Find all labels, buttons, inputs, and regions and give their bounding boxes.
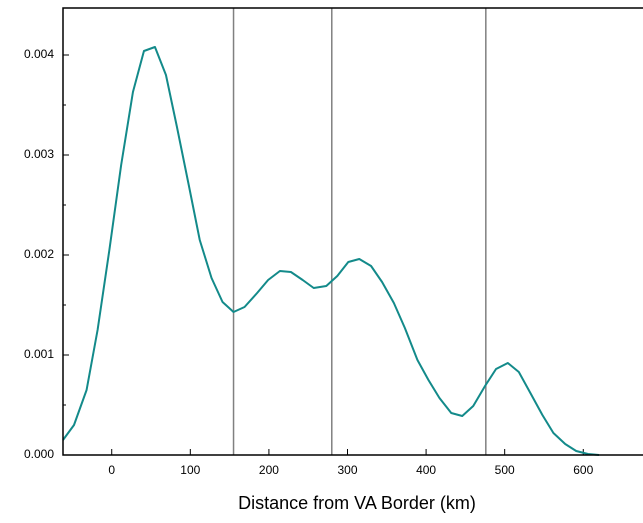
y-tick-label: 0.000 — [24, 447, 54, 461]
y-tick-label: 0.004 — [24, 47, 54, 61]
x-tick-label: 200 — [259, 463, 279, 477]
x-tick-label: 600 — [573, 463, 593, 477]
data-line — [62, 46, 600, 456]
x-tick-label: 100 — [180, 463, 200, 477]
y-tick-label: 0.003 — [24, 147, 54, 161]
y-tick-label: 0.001 — [24, 347, 54, 361]
x-tick-label: 0 — [108, 463, 115, 477]
x-tick-label: 400 — [416, 463, 436, 477]
axis-frame — [62, 7, 643, 456]
x-tick-label: 300 — [337, 463, 357, 477]
x-axis-title: Distance from VA Border (km) — [238, 493, 476, 513]
x-tick-label: 500 — [495, 463, 515, 477]
y-tick-label: 0.002 — [24, 247, 54, 261]
